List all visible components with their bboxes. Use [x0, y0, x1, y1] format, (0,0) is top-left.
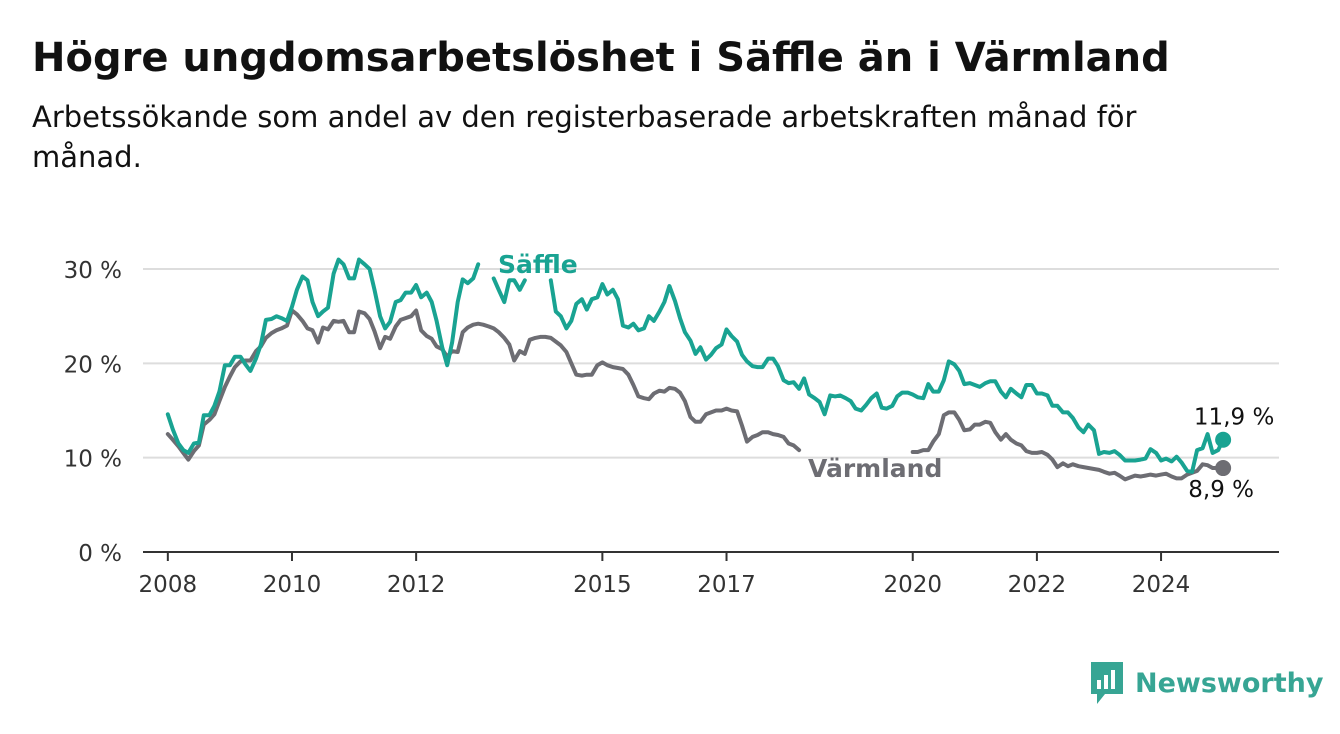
chart-subtitle: Arbetssökande som andel av den registerb…: [32, 100, 1137, 174]
series-labels: Säffle Värmland 11,9 % 8,9 %: [498, 250, 1274, 503]
y-axis-tick-labels: 0 % 10 % 20 % 30 %: [64, 258, 122, 567]
y-tick-label: 10 %: [64, 447, 122, 473]
end-point-saffle: [1215, 431, 1232, 448]
newsworthy-logo-icon: [1091, 662, 1123, 704]
series-lines: [165, 257, 1232, 482]
end-value-label-saffle: 11,9 %: [1194, 405, 1274, 431]
x-tick-label: 2015: [573, 572, 632, 598]
series-label-varmland: Värmland: [808, 454, 942, 483]
x-tick-label: 2020: [883, 572, 942, 598]
x-tick-label: 2024: [1132, 572, 1191, 598]
y-tick-label: 30 %: [64, 258, 122, 284]
x-tick-label: 2022: [1008, 572, 1067, 598]
x-tick-label: 2017: [697, 572, 756, 598]
brand-logo: Newsworthy: [1089, 660, 1323, 706]
series-line-varmland: [165, 308, 1226, 482]
end-value-label-varmland: 8,9 %: [1188, 477, 1254, 503]
chart-title: Högre ungdomsarbetslöshet i Säffle än i …: [32, 35, 1170, 81]
end-point-varmland: [1215, 460, 1232, 477]
x-tick-label: 2010: [263, 572, 322, 598]
gridlines: [143, 268, 1279, 459]
y-tick-label: 20 %: [64, 352, 122, 378]
x-axis: 2008 2010 2012 2015 2017 2020 2022 2024: [139, 551, 1279, 598]
x-tick-label: 2008: [139, 572, 198, 598]
line-chart: 0 % 10 % 20 % 30 % 2008 2010 2012 2015 2017 2020…: [64, 250, 1279, 598]
y-tick-label: 0 %: [78, 541, 122, 567]
x-tick-label: 2012: [387, 572, 446, 598]
series-line-saffle: [165, 257, 1226, 474]
series-label-saffle: Säffle: [498, 250, 578, 279]
brand-name: Newsworthy: [1135, 667, 1324, 699]
